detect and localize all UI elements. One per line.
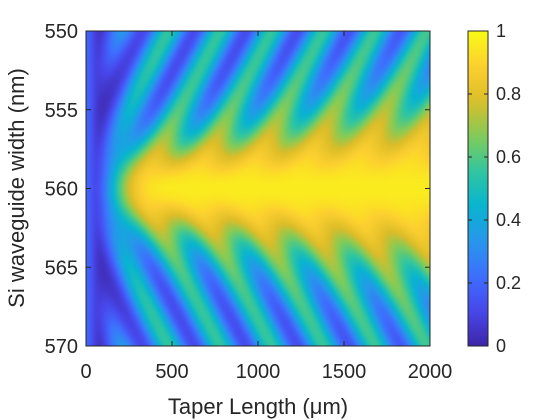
y-tick-label: 550 [45,21,78,43]
x-tick-label: 0 [80,361,91,383]
colorbar-tick-label: 0.4 [496,210,521,230]
x-axis-ticks: 0 500 1000 1500 2000 [80,31,452,383]
heatmap-image [86,31,430,346]
y-tick-label: 555 [45,100,78,122]
colorbar-tick-label: 0.2 [496,273,521,293]
colorbar-fill [468,31,488,346]
colorbar-tick-label: 0.6 [496,147,521,167]
x-axis-label: Taper Length (μm) [168,394,348,419]
colorbar-tick-label: 1 [496,21,506,41]
colorbar-tick-label: 0 [496,336,506,356]
x-tick-label: 2000 [408,361,453,383]
colorbar-ticks: 0 0.2 0.4 0.6 0.8 1 [468,21,521,356]
x-tick-label: 1500 [322,361,367,383]
colorbar-frame [467,30,489,347]
y-axis-label: Si waveguide width (nm) [4,68,29,308]
y-tick-label: 570 [45,336,78,358]
x-tick-label: 500 [155,361,188,383]
plot-area [86,31,430,346]
y-tick-label: 560 [45,179,78,201]
y-axis-ticks: 550 555 560 565 570 [45,21,430,358]
x-tick-label: 1000 [236,361,281,383]
y-tick-label: 565 [45,257,78,279]
colorbar-tick-label: 0.8 [496,84,521,104]
